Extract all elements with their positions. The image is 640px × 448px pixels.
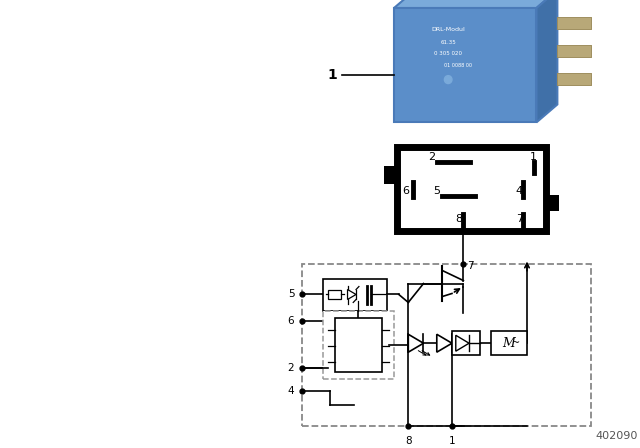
Text: 402090: 402090 (595, 431, 637, 441)
Bar (397, 147, 546, 231)
Text: 5: 5 (433, 186, 440, 196)
Text: DRL-Modul: DRL-Modul (431, 27, 465, 32)
Polygon shape (536, 0, 557, 122)
Polygon shape (557, 73, 591, 85)
Text: 1: 1 (530, 152, 537, 162)
Bar (302, 263, 591, 426)
Polygon shape (408, 334, 424, 352)
Polygon shape (557, 17, 591, 29)
Text: ~: ~ (513, 338, 520, 348)
Text: 01 0088 00: 01 0088 00 (444, 63, 472, 68)
Polygon shape (394, 0, 557, 8)
Text: 2: 2 (428, 152, 436, 162)
Text: 7: 7 (467, 261, 474, 271)
Polygon shape (383, 166, 397, 184)
Polygon shape (394, 8, 536, 122)
Bar (328, 289, 341, 299)
Bar (491, 331, 527, 355)
Text: 8: 8 (405, 436, 412, 446)
Text: 1: 1 (449, 436, 455, 446)
Bar (335, 319, 381, 372)
Text: 61.35: 61.35 (440, 40, 456, 45)
Polygon shape (557, 45, 591, 57)
Bar (452, 331, 481, 355)
Polygon shape (348, 289, 356, 299)
Text: 6: 6 (402, 186, 409, 196)
Text: 4: 4 (288, 386, 294, 396)
Bar (323, 279, 387, 311)
Polygon shape (436, 334, 452, 352)
Text: M: M (502, 337, 515, 350)
Text: 7: 7 (516, 214, 523, 224)
Bar (397, 147, 546, 231)
Polygon shape (557, 45, 591, 57)
Text: 1: 1 (327, 68, 337, 82)
Polygon shape (546, 195, 559, 211)
Polygon shape (557, 17, 591, 29)
Text: 2: 2 (288, 363, 294, 373)
Text: 0 305 020: 0 305 020 (434, 51, 462, 56)
Polygon shape (557, 73, 591, 85)
Text: 4: 4 (516, 186, 523, 196)
Bar (323, 311, 394, 379)
Text: 5: 5 (288, 289, 294, 299)
Polygon shape (456, 335, 469, 351)
Circle shape (444, 76, 452, 84)
Text: 6: 6 (288, 316, 294, 326)
Text: 8: 8 (455, 214, 462, 224)
